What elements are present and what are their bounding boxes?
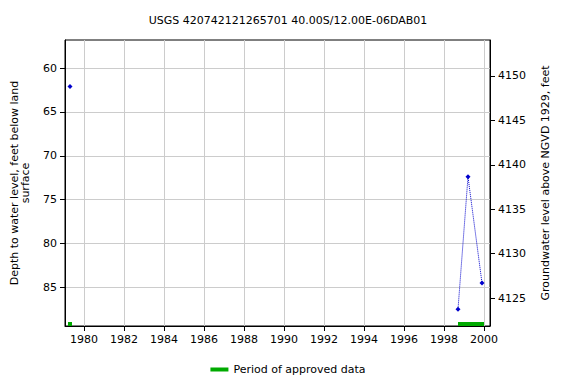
svg-text:4125: 4125	[498, 292, 526, 305]
svg-text:1984: 1984	[150, 333, 178, 346]
svg-text:1988: 1988	[230, 333, 258, 346]
svg-text:1982: 1982	[110, 333, 138, 346]
svg-text:Depth to water level, feet bel: Depth to water level, feet below land	[8, 80, 21, 286]
svg-text:1994: 1994	[350, 333, 378, 346]
svg-text:4140: 4140	[498, 158, 526, 171]
svg-text:surface: surface	[19, 162, 32, 203]
svg-text:4150: 4150	[498, 69, 526, 82]
svg-text:75: 75	[43, 193, 57, 206]
svg-text:4135: 4135	[498, 203, 526, 216]
svg-text:Period of approved data: Period of approved data	[233, 363, 365, 376]
svg-text:4130: 4130	[498, 247, 526, 260]
svg-text:2000: 2000	[470, 333, 498, 346]
svg-text:1990: 1990	[270, 333, 298, 346]
svg-text:1980: 1980	[70, 333, 98, 346]
svg-text:1992: 1992	[310, 333, 338, 346]
svg-text:65: 65	[43, 105, 57, 118]
svg-text:1998: 1998	[430, 333, 458, 346]
svg-text:80: 80	[43, 237, 57, 250]
svg-text:4145: 4145	[498, 114, 526, 127]
svg-text:60: 60	[43, 62, 57, 75]
svg-text:1996: 1996	[390, 333, 418, 346]
svg-text:70: 70	[43, 149, 57, 162]
svg-text:Groundwater level above NGVD 1: Groundwater level above NGVD 1929, feet	[539, 65, 552, 301]
svg-text:1986: 1986	[190, 333, 218, 346]
svg-text:85: 85	[43, 281, 57, 294]
svg-text:USGS 420742121265701 40.00S/12: USGS 420742121265701 40.00S/12.00E-06DAB…	[149, 14, 427, 27]
